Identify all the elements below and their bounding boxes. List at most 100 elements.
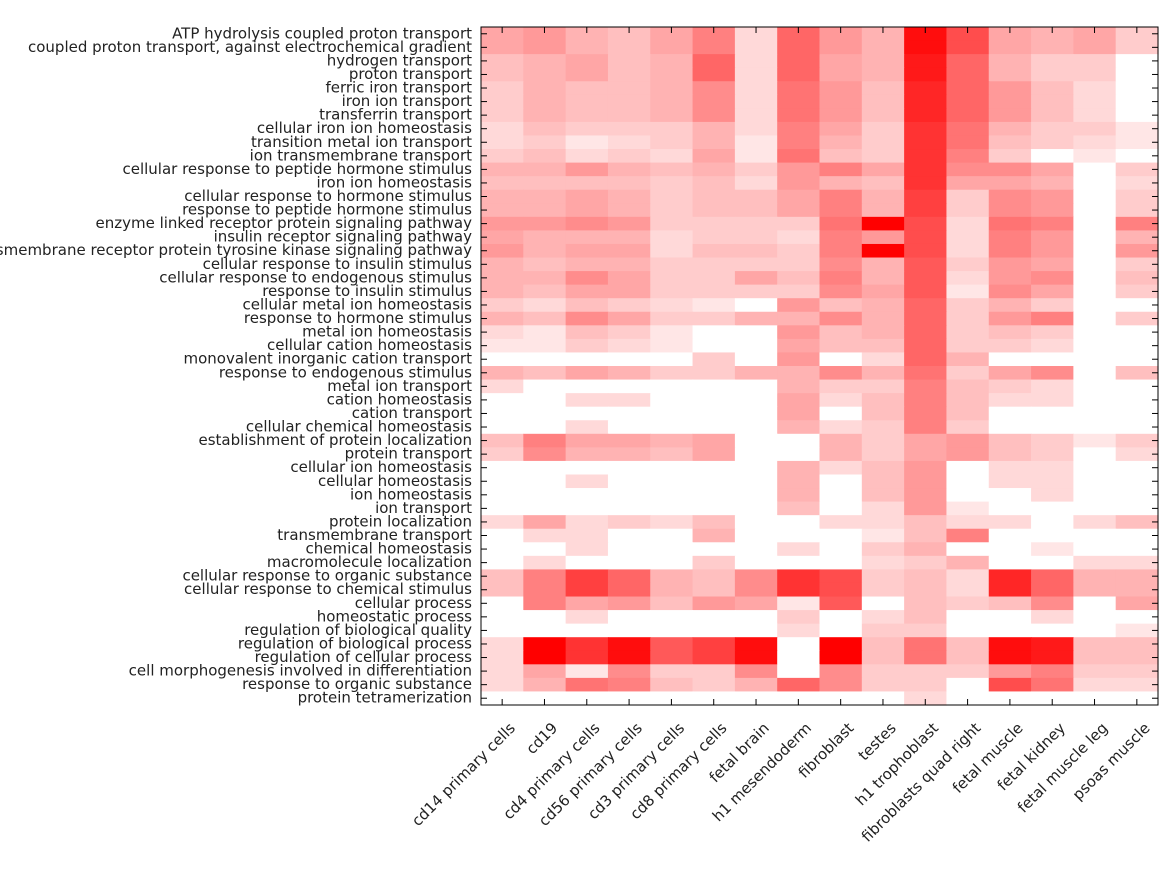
heatmap-cell [650, 393, 694, 408]
heatmap-cell [523, 433, 567, 448]
heatmap-cell [565, 325, 609, 340]
heatmap-cell [861, 542, 905, 557]
row-label: transmembrane receptor protein tyrosine … [0, 241, 472, 259]
heatmap-cell [1031, 338, 1074, 354]
heatmap-cell [904, 243, 948, 259]
heatmap-cell [777, 569, 821, 584]
heatmap-cell [861, 501, 905, 516]
heatmap-cell [946, 596, 990, 611]
heatmap-cell [861, 203, 905, 218]
heatmap-cell [607, 338, 651, 354]
heatmap-cell [1073, 447, 1117, 462]
heatmap-cell [946, 216, 990, 231]
heatmap-cell [1031, 54, 1074, 69]
heatmap-cell [1115, 176, 1159, 191]
heatmap-cell [481, 338, 524, 354]
heatmap-cell [1073, 67, 1117, 82]
heatmap-cell [1115, 366, 1159, 381]
heatmap-cell [565, 311, 609, 326]
heatmap-cell [734, 569, 778, 584]
heatmap-cell [819, 433, 863, 448]
heatmap-cell [819, 257, 863, 272]
heatmap-cell [565, 393, 609, 408]
heatmap-cell [946, 582, 990, 598]
heatmap-cell [692, 81, 736, 96]
heatmap-cell [777, 596, 821, 611]
heatmap-cell [904, 501, 948, 516]
heatmap-cell [523, 596, 567, 611]
heatmap-cell [650, 176, 694, 191]
heatmap-cell [565, 243, 609, 259]
heatmap-cell [1115, 40, 1159, 55]
heatmap-cell [692, 528, 736, 543]
heatmap-cell [692, 366, 736, 381]
heatmap-cell [988, 542, 1032, 557]
heatmap-cell [904, 149, 948, 164]
heatmap-cell [904, 406, 948, 421]
heatmap-cell [777, 54, 821, 69]
heatmap-cell [565, 650, 609, 665]
heatmap-cell [946, 67, 990, 82]
heatmap-cell [1073, 433, 1117, 448]
heatmap-cell [523, 569, 567, 584]
row-label: response to endogenous stimulus [219, 363, 472, 381]
heatmap-cell [946, 108, 990, 123]
heatmap-cell [946, 203, 990, 218]
heatmap-cell [481, 230, 524, 245]
row-label: monovalent inorganic cation transport [183, 350, 472, 368]
heatmap-cell [481, 257, 524, 272]
heatmap-cell [904, 555, 948, 570]
row-label: cation homeostasis [327, 390, 473, 408]
heatmap-cell [904, 325, 948, 340]
heatmap-cell [1031, 664, 1074, 679]
heatmap-cell [1073, 664, 1117, 679]
row-label: ion homeostasis [350, 485, 472, 503]
heatmap-cell [777, 189, 821, 204]
heatmap-cell [861, 637, 905, 652]
heatmap-cell [523, 121, 567, 137]
heatmap-cell [1115, 474, 1159, 489]
heatmap-cell [481, 135, 524, 150]
heatmap-cell [650, 352, 694, 367]
heatmap-cell [861, 257, 905, 272]
heatmap-cell [607, 149, 651, 164]
heatmap-cell [523, 108, 567, 123]
heatmap-cell [734, 474, 778, 489]
heatmap-cell [819, 189, 863, 204]
heatmap-cell [1031, 352, 1074, 367]
row-label: enzyme linked receptor protein signaling… [95, 214, 472, 232]
heatmap-cell [523, 542, 567, 557]
heatmap-cell [481, 610, 524, 625]
row-label: coupled proton transport, against electr… [28, 38, 472, 56]
heatmap-cell [988, 474, 1032, 489]
heatmap-cell [565, 515, 609, 530]
heatmap-cell [481, 677, 524, 693]
heatmap-cell [607, 216, 651, 231]
heatmap-cell [607, 203, 651, 218]
heatmap-cell [692, 257, 736, 272]
heatmap-cell [819, 691, 863, 706]
heatmap-cell [650, 379, 694, 394]
heatmap-cell [523, 582, 567, 598]
heatmap-cell [734, 325, 778, 340]
heatmap-cell [734, 352, 778, 367]
heatmap-cell [777, 135, 821, 150]
heatmap-cell [904, 54, 948, 69]
heatmap-cell [565, 121, 609, 137]
heatmap-cell [607, 528, 651, 543]
heatmap-cell [734, 243, 778, 259]
heatmap-cell [523, 447, 567, 462]
row-label: regulation of biological process [238, 634, 472, 652]
heatmap-cell [904, 27, 948, 42]
heatmap-cell [946, 284, 990, 299]
heatmap-cell [904, 433, 948, 448]
heatmap-cell [1073, 488, 1117, 503]
heatmap-cell [988, 40, 1032, 55]
heatmap-cell [650, 542, 694, 557]
heatmap-cell [481, 379, 524, 394]
heatmap-cell [734, 216, 778, 231]
heatmap-cell [861, 27, 905, 42]
heatmap-cell [1115, 677, 1159, 693]
heatmap-cell [565, 433, 609, 448]
